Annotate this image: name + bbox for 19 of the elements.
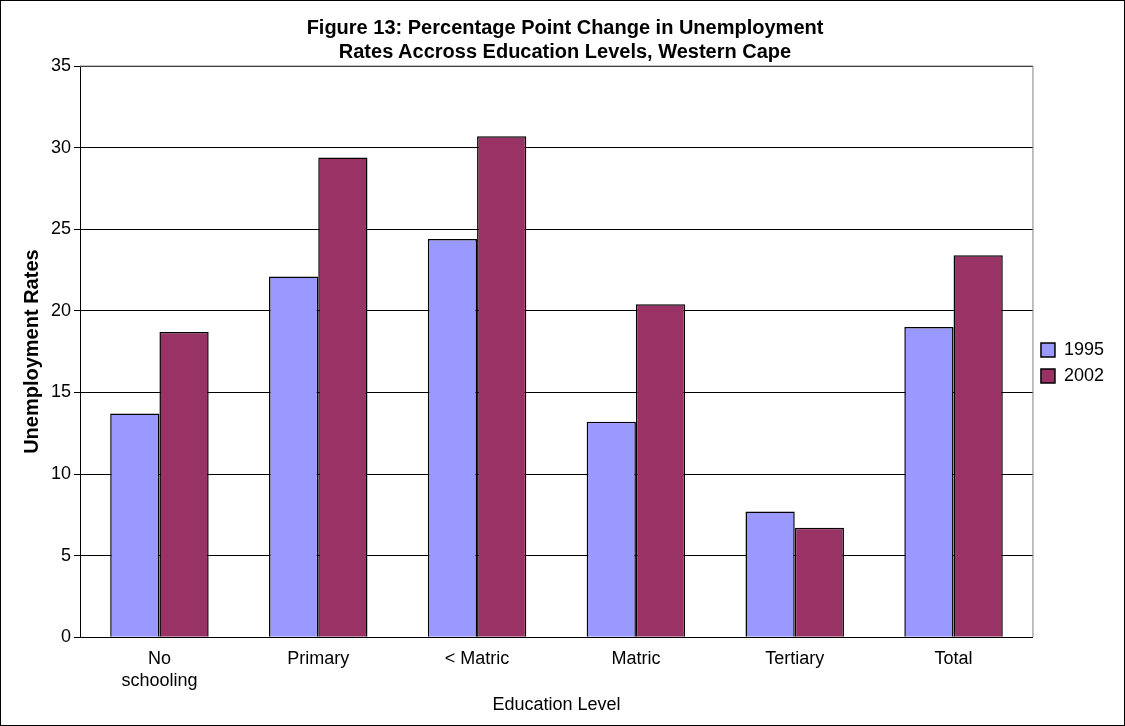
y-axis-title: Unemployment Rates [19, 249, 42, 454]
y-tick-label: 35 [50, 54, 72, 75]
y-tick-label: 20 [50, 299, 72, 320]
x-tick-label: < Matric [444, 647, 510, 668]
y-tick-label: 15 [50, 381, 72, 402]
y-tick-label: 30 [50, 136, 72, 157]
y-tick-label: 5 [61, 544, 72, 565]
x-tick-label: No schooling [121, 647, 198, 690]
x-tick-label: Total [934, 647, 973, 668]
legend-label: 2002 [1063, 364, 1104, 385]
legend-label: 1995 [1063, 338, 1104, 359]
x-tick-label: Matric [611, 647, 661, 668]
y-tick-label: 0 [61, 626, 72, 647]
x-tick-label: Tertiary [765, 647, 825, 668]
x-tick-label: Primary [287, 647, 350, 668]
y-tick-label: 25 [50, 218, 72, 239]
chart-title: Figure 13: Percentage Point Change in Unemployment Rates Accross Education Levels, Western Cape [306, 15, 824, 62]
y-tick-label: 10 [50, 462, 72, 483]
x-axis-title: Education Level [492, 694, 621, 715]
